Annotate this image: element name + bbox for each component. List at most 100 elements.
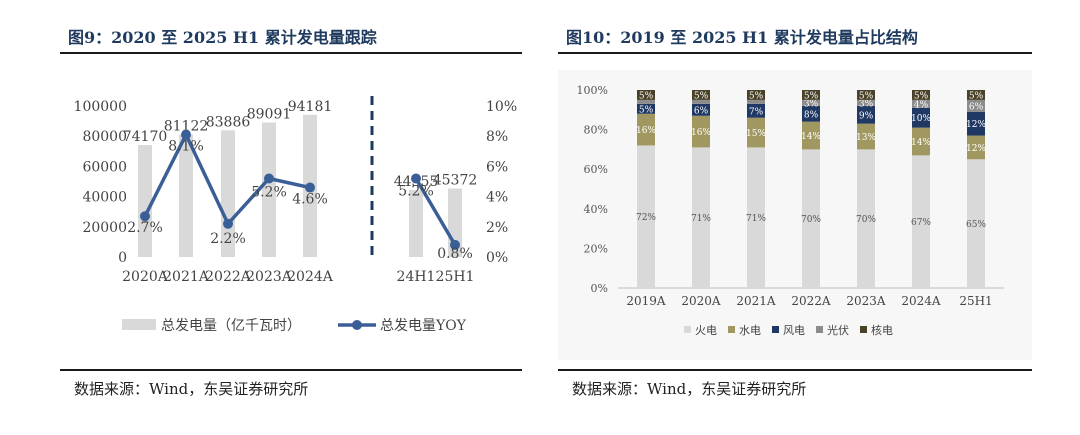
segment-label: 65% bbox=[966, 220, 986, 230]
figure-9-title-rule bbox=[60, 52, 522, 54]
bar-value-label: 74170 bbox=[123, 129, 168, 145]
stacked-segment bbox=[967, 111, 985, 136]
x-tick-label: 2021A bbox=[163, 269, 210, 285]
x-tick-label: 2019A bbox=[626, 294, 666, 308]
stacked-segment bbox=[692, 115, 710, 148]
x-tick-label: 2020A bbox=[122, 269, 169, 285]
segment-label: 5% bbox=[694, 91, 709, 101]
y-right-tick-label: 8% bbox=[486, 129, 508, 145]
bar-value-label: 89091 bbox=[247, 106, 292, 122]
stacked-segment bbox=[857, 105, 875, 124]
yoy-point bbox=[223, 218, 233, 229]
x-tick-label: 2024A bbox=[901, 294, 941, 308]
y-left-tick-label: 60000 bbox=[82, 159, 127, 175]
figure-10-source-rule bbox=[558, 369, 1032, 371]
figure-9-source-rule bbox=[60, 369, 522, 371]
legend-swatch bbox=[816, 326, 823, 333]
stacked-segment bbox=[637, 103, 655, 114]
x-tick-label: 24H1 bbox=[397, 269, 436, 285]
segment-label: 70% bbox=[801, 215, 821, 225]
segment-label: 9% bbox=[859, 111, 874, 121]
y-left-tick-label: 80000 bbox=[82, 129, 127, 145]
y-tick-label: 60% bbox=[584, 163, 608, 176]
legend-label: 火电 bbox=[695, 324, 717, 337]
stacked-segment bbox=[857, 123, 875, 150]
y-right-tick-label: 2% bbox=[486, 220, 508, 236]
segment-label: 70% bbox=[856, 215, 876, 225]
stacked-segment bbox=[967, 90, 985, 100]
x-tick-label: 2022A bbox=[791, 294, 831, 308]
stacked-segment bbox=[637, 90, 655, 100]
figure-9-source: 数据来源：Wind，东吴证券研究所 bbox=[74, 380, 309, 398]
y-tick-label: 80% bbox=[584, 124, 608, 137]
figure-9-title: 图9：2020 至 2025 H1 累计发电量跟踪 bbox=[68, 28, 377, 47]
stacked-segment bbox=[912, 99, 930, 108]
yoy-value-label: 8.1% bbox=[168, 139, 204, 155]
segment-label: 13% bbox=[856, 133, 876, 143]
segment-label: 3% bbox=[804, 99, 819, 109]
segment-label: 7% bbox=[749, 107, 764, 117]
legend-label: 光伏 bbox=[827, 323, 849, 337]
yoy-value-label: 2.7% bbox=[127, 220, 163, 236]
stacked-segment bbox=[802, 99, 820, 106]
y-left-tick-label: 100000 bbox=[74, 99, 127, 115]
legend-label: 核电 bbox=[871, 323, 893, 337]
segment-label: 6% bbox=[969, 102, 984, 112]
y-tick-label: 100% bbox=[577, 84, 608, 97]
stacked-segment bbox=[747, 147, 765, 288]
legend-swatch bbox=[684, 326, 691, 333]
stacked-segment bbox=[912, 90, 930, 100]
x-tick-label: 2023A bbox=[246, 269, 293, 285]
stacked-segment bbox=[692, 90, 710, 100]
x-tick-label: 25H1 bbox=[959, 294, 992, 308]
y-left-tick-label: 20000 bbox=[82, 220, 127, 236]
segment-label: 4% bbox=[914, 100, 929, 110]
stacked-segment bbox=[802, 149, 820, 288]
stacked-segment bbox=[802, 121, 820, 150]
y-tick-label: 20% bbox=[584, 242, 608, 255]
y-left-tick-label: 0 bbox=[118, 250, 127, 266]
yoy-point bbox=[140, 211, 150, 222]
yoy-point bbox=[305, 182, 315, 193]
segment-label: 14% bbox=[911, 138, 931, 148]
stacked-segment bbox=[857, 90, 875, 100]
figure-10-title-rule bbox=[558, 52, 1032, 54]
x-tick-label: 2022A bbox=[205, 269, 252, 285]
stacked-segment bbox=[747, 99, 765, 104]
x-tick-label: 2021A bbox=[736, 294, 776, 308]
stacked-segment bbox=[747, 103, 765, 118]
segment-label: 6% bbox=[694, 106, 709, 116]
figure-10-source: 数据来源：Wind，东吴证券研究所 bbox=[572, 380, 807, 398]
stacked-segment bbox=[802, 90, 820, 100]
plot-background bbox=[558, 70, 1032, 360]
stacked-segment bbox=[857, 149, 875, 288]
bar-value-label: 45372 bbox=[433, 172, 478, 188]
segment-label: 72% bbox=[636, 213, 656, 223]
bar bbox=[262, 122, 276, 257]
stacked-segment bbox=[912, 127, 930, 156]
stacked-segment bbox=[692, 147, 710, 288]
segment-label: 16% bbox=[691, 128, 711, 138]
y-tick-label: 40% bbox=[584, 203, 608, 216]
segment-label: 15% bbox=[746, 129, 766, 139]
segment-label: 71% bbox=[746, 214, 766, 224]
legend-line-marker bbox=[352, 320, 362, 330]
segment-label: 10% bbox=[911, 114, 931, 124]
segment-label: 8% bbox=[804, 110, 819, 120]
yoy-value-label: 0.8% bbox=[437, 246, 473, 262]
segment-label: 5% bbox=[969, 91, 984, 101]
segment-label: 5% bbox=[639, 91, 654, 101]
y-tick-label: 0% bbox=[591, 282, 608, 295]
yoy-value-label: 5.2% bbox=[251, 184, 287, 200]
y-right-tick-label: 6% bbox=[486, 159, 508, 175]
stacked-segment bbox=[967, 159, 985, 288]
stacked-segment bbox=[637, 99, 655, 104]
y-right-tick-label: 10% bbox=[486, 99, 517, 115]
legend-swatch bbox=[728, 326, 735, 333]
x-tick-label: 2020A bbox=[681, 294, 721, 308]
segment-label: 5% bbox=[859, 91, 874, 101]
stacked-segment bbox=[637, 145, 655, 288]
legend-bar-swatch bbox=[122, 319, 156, 330]
bar bbox=[138, 145, 152, 257]
yoy-value-label: 2.2% bbox=[210, 231, 246, 247]
